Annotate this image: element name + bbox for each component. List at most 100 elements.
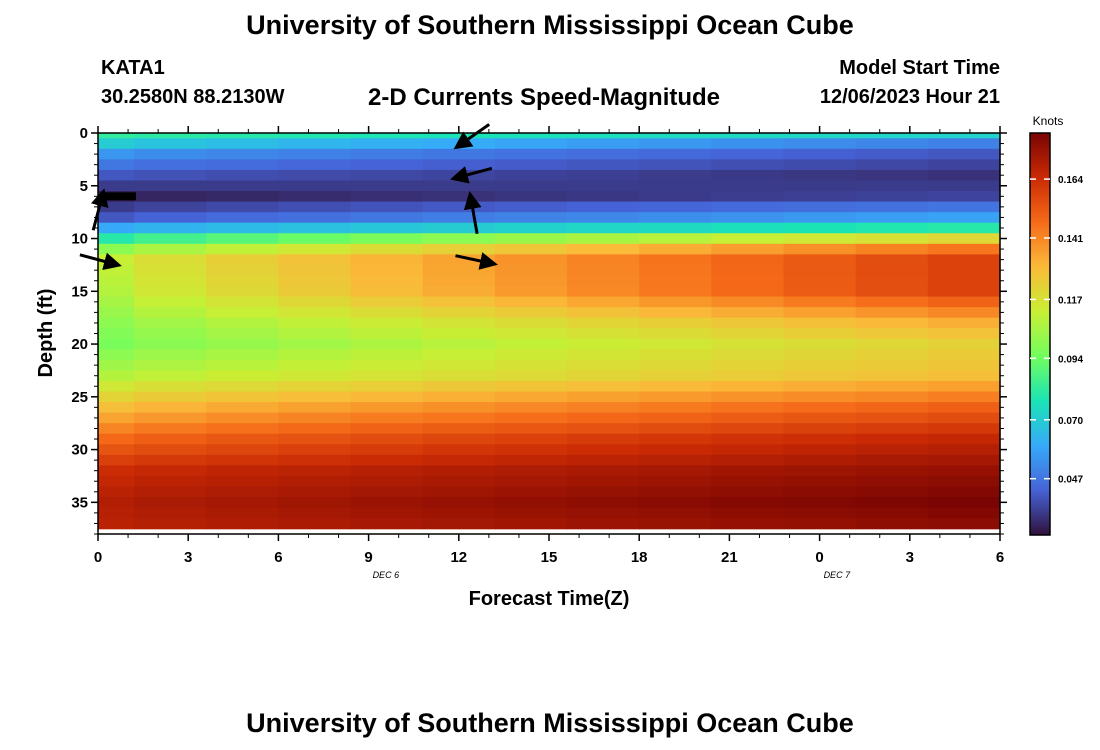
- heatmap-cell: [855, 191, 929, 203]
- heatmap-cell: [134, 402, 207, 414]
- heatmap-cell: [422, 412, 496, 424]
- heatmap-cell: [783, 159, 857, 171]
- footer-title: University of Southern Mississippi Ocean…: [246, 708, 854, 738]
- y-tick-label: 0: [80, 125, 88, 142]
- heatmap-cell: [855, 317, 929, 329]
- heatmap-cell: [783, 212, 857, 224]
- heatmap-cell: [783, 201, 857, 213]
- heatmap-cell: [567, 275, 640, 287]
- heatmap-cell: [134, 507, 207, 519]
- heatmap-cell: [927, 391, 1001, 403]
- heatmap-cell: [134, 138, 207, 150]
- heatmap-cell: [855, 475, 929, 488]
- colorbar: Knots 0.164 0.141 0.117 0.094 0.070 0.047: [1029, 114, 1083, 536]
- heatmap-cell: [350, 243, 424, 255]
- heatmap-cell: [567, 486, 640, 498]
- heatmap-cell: [206, 486, 279, 498]
- heatmap-cell: [350, 201, 424, 213]
- heatmap-cell: [206, 254, 279, 266]
- heatmap-cell: [783, 286, 857, 298]
- heatmap-cell: [494, 507, 568, 519]
- heatmap-cell: [98, 370, 135, 382]
- heatmap-cell: [350, 359, 424, 372]
- heatmap-cell: [278, 475, 352, 488]
- heatmap-cell: [134, 391, 207, 403]
- heatmap-cell: [639, 433, 712, 445]
- heatmap-cell: [206, 133, 279, 139]
- heatmap-cell: [98, 433, 135, 445]
- heatmap-cell: [350, 423, 424, 435]
- heatmap-cell: [278, 465, 352, 477]
- heatmap-cell: [494, 391, 568, 403]
- heatmap-cell: [350, 317, 424, 329]
- heatmap-cell: [278, 328, 352, 340]
- heatmap-cell: [350, 402, 424, 414]
- heatmap-cell: [783, 307, 857, 319]
- colorbar-label: Knots: [1033, 114, 1064, 128]
- x-tick-label: 6: [274, 549, 282, 566]
- heatmap-cell: [927, 475, 1001, 488]
- heatmap-cell: [567, 169, 640, 182]
- chart-subtitle: 2-D Currents Speed-Magnitude: [368, 84, 721, 111]
- heatmap-cell: [422, 518, 496, 530]
- heatmap-cell: [783, 328, 857, 340]
- heatmap-cell: [422, 380, 496, 393]
- heatmap-cell: [278, 148, 352, 160]
- heatmap-cell: [783, 475, 857, 488]
- heatmap-cell: [567, 444, 640, 456]
- heatmap-cell: [494, 359, 568, 372]
- heatmap-cell: [855, 307, 929, 319]
- heatmap-cell: [711, 169, 785, 182]
- heatmap-cell: [134, 433, 207, 445]
- heatmap-cell: [711, 391, 785, 403]
- heatmap-cell: [567, 243, 640, 255]
- heatmap-cell: [134, 465, 207, 477]
- heatmap-cell: [567, 148, 640, 160]
- heatmap-cell: [350, 307, 424, 319]
- heatmap-cell: [350, 275, 424, 287]
- heatmap-cell: [134, 159, 207, 171]
- heatmap-cell: [422, 497, 496, 509]
- x-tick-label: 9: [364, 549, 372, 566]
- heatmap-cell: [350, 380, 424, 393]
- heatmap-cell: [206, 264, 279, 277]
- heatmap-cell: [783, 275, 857, 287]
- heatmap-cell: [855, 148, 929, 160]
- heatmap-cell: [98, 380, 135, 393]
- heatmap-cell: [278, 233, 352, 245]
- heatmap-cell: [855, 444, 929, 456]
- heatmap-cell: [98, 349, 135, 361]
- heatmap-cell: [206, 138, 279, 150]
- heatmap-cell: [711, 275, 785, 287]
- heatmap-cell: [855, 497, 929, 509]
- heatmap-cell: [206, 380, 279, 393]
- heatmap-cell: [278, 423, 352, 435]
- heatmap-cell: [98, 497, 135, 509]
- heatmap-cell: [422, 133, 496, 139]
- heatmap-cell: [206, 391, 279, 403]
- heatmap-cell: [422, 328, 496, 340]
- heatmap-cell: [783, 444, 857, 456]
- heatmap-cell: [206, 465, 279, 477]
- heatmap-cell: [278, 507, 352, 519]
- heatmap-cell: [98, 133, 135, 139]
- heatmap-cell: [639, 307, 712, 319]
- y-tick-label: 10: [71, 231, 88, 248]
- heatmap-cell: [927, 296, 1001, 308]
- heatmap-cell: [134, 286, 207, 298]
- heatmap-cell: [567, 380, 640, 393]
- heatmap-cell: [494, 317, 568, 329]
- heatmap-cell: [639, 328, 712, 340]
- heatmap-cell: [639, 138, 712, 150]
- heatmap-cell: [783, 296, 857, 308]
- heatmap-cell: [494, 275, 568, 287]
- heatmap-cell: [711, 191, 785, 203]
- heatmap-cell: [855, 254, 929, 266]
- heatmap-cell: [350, 497, 424, 509]
- heatmap-cell: [927, 349, 1001, 361]
- heatmap-cell: [567, 286, 640, 298]
- heatmap-cell: [494, 465, 568, 477]
- heatmap-cell: [350, 465, 424, 477]
- heatmap-cell: [206, 497, 279, 509]
- heatmap-cell: [98, 507, 135, 519]
